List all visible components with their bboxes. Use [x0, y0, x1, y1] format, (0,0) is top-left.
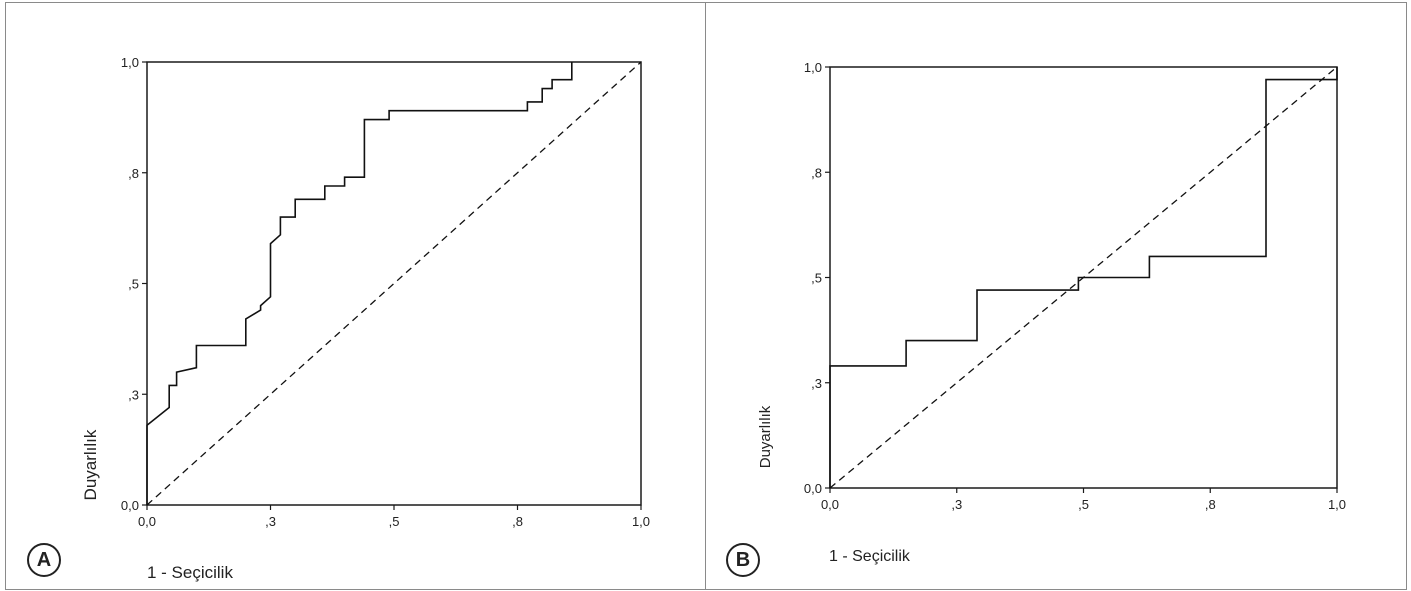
x-tick-label-b-1: ,3	[951, 497, 962, 512]
x-tick-label-a-4: 1,0	[632, 514, 650, 529]
x-tick-label-b-0: 0,0	[821, 497, 839, 512]
x-tick-label-a-0: 0,0	[138, 514, 156, 529]
x-tick-label-b-4: 1,0	[1328, 497, 1346, 512]
y-tick-label-a-0: 0,0	[121, 498, 139, 513]
roc-chart-a: 0,0 ,3 ,5 ,8 1,0 0,0 ,3 ,5 ,8 1,0 Duyarlılık A 1 -…	[0, 0, 705, 591]
y-tick-label-a-3: ,8	[128, 166, 139, 181]
y-tick-label-b-4: 1,0	[804, 60, 822, 75]
roc-curve-b	[829, 67, 1338, 488]
x-axis-label-b: 1 - Seçicilik	[829, 548, 910, 565]
panel-divider	[705, 2, 706, 590]
y-tick-label-a-2: ,5	[128, 277, 139, 292]
x-tick-label-a-3: ,8	[512, 514, 523, 529]
roc-curve-a	[146, 62, 573, 505]
y-tick-label-b-2: ,5	[811, 271, 822, 286]
y-axis-label-b: Duyarlılık	[757, 405, 774, 468]
y-tick-label-a-4: 1,0	[121, 55, 139, 70]
x-tick-label-a-2: ,5	[389, 514, 400, 529]
roc-chart-b-svg: 0,0 ,3 ,5 ,8 1,0 0,0 ,3 ,5 ,8 1,0 Duyarlılık	[757, 60, 1346, 512]
y-tick-label-a-1: ,3	[128, 387, 139, 402]
x-tick-label-a-1: ,3	[265, 514, 276, 529]
x-tick-label-b-3: ,8	[1205, 497, 1216, 512]
y-tick-label-b-0: 0,0	[804, 481, 822, 496]
reference-diagonal-b	[829, 66, 1338, 489]
figure-frame	[5, 2, 1407, 590]
reference-diagonal-a	[146, 61, 642, 506]
x-tick-label-b-2: ,5	[1078, 497, 1089, 512]
panel-label-a: A	[27, 543, 61, 577]
y-tick-label-b-3: ,8	[811, 165, 822, 180]
roc-chart-b: 0,0 ,3 ,5 ,8 1,0 0,0 ,3 ,5 ,8 1,0 Duyarlılık B 1 -…	[705, 0, 1410, 591]
y-axis-label-a: Duyarlılık	[81, 429, 100, 500]
y-tick-label-b-1: ,3	[811, 376, 822, 391]
x-axis-label-a: 1 - Seçicilik	[147, 563, 233, 582]
roc-chart-a-svg: 0,0 ,3 ,5 ,8 1,0 0,0 ,3 ,5 ,8 1,0 Duyarlılık	[81, 55, 650, 529]
panel-label-b: B	[726, 543, 760, 577]
